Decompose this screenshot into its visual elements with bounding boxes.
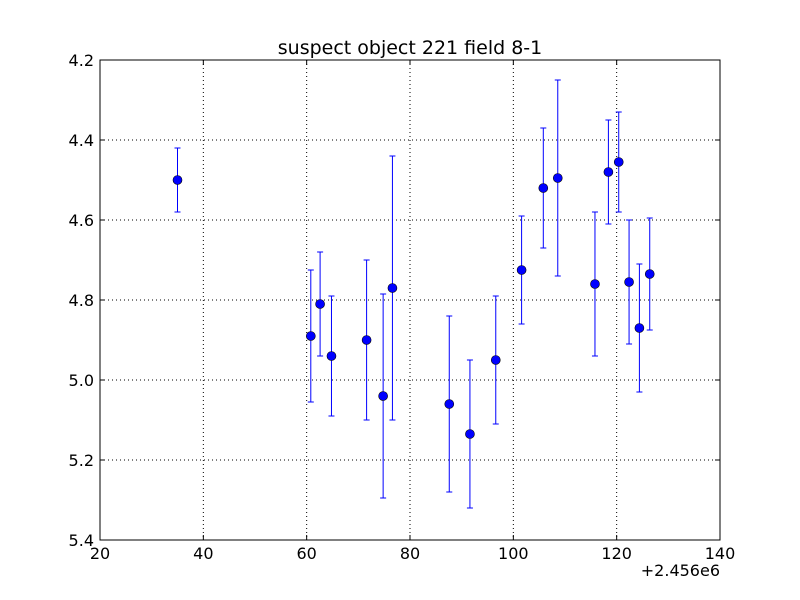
data-marks xyxy=(172,79,655,509)
x-tick-label: 20 xyxy=(90,544,110,563)
data-point xyxy=(516,265,527,275)
data-point xyxy=(305,331,316,341)
y-tick-label: 4.6 xyxy=(69,211,94,230)
x-tick-label: 140 xyxy=(705,544,736,563)
chart-title: suspect object 221 field 8-1 xyxy=(278,37,543,59)
x-axis-offset-label: +2.456e6 xyxy=(641,561,720,580)
y-tick-label: 4.4 xyxy=(69,131,94,150)
y-tick-label: 4.8 xyxy=(69,291,94,310)
y-tick-label: 4.2 xyxy=(69,51,94,70)
y-tick-label: 5.0 xyxy=(69,371,94,390)
grid xyxy=(100,60,720,540)
data-point xyxy=(634,323,645,333)
data-point xyxy=(644,269,655,279)
y-tick-label: 5.4 xyxy=(69,531,94,550)
data-point xyxy=(465,429,475,439)
x-tick-label: 80 xyxy=(400,544,420,563)
data-point xyxy=(378,391,388,401)
x-tick-label: 40 xyxy=(193,544,213,563)
data-point xyxy=(361,335,372,345)
data-point xyxy=(552,173,563,183)
data-point xyxy=(624,277,634,287)
x-tick-label: 100 xyxy=(498,544,529,563)
data-point xyxy=(613,157,624,167)
x-tick-label: 120 xyxy=(601,544,632,563)
data-point xyxy=(387,283,398,293)
data-point xyxy=(172,175,183,185)
data-point xyxy=(590,279,600,289)
data-point xyxy=(315,299,325,309)
data-point xyxy=(444,399,455,409)
data-point xyxy=(603,167,614,177)
x-tick-label: 60 xyxy=(296,544,316,563)
y-tick-label: 5.2 xyxy=(69,451,94,470)
data-point xyxy=(490,355,501,365)
data-point xyxy=(326,351,337,361)
data-point xyxy=(538,183,549,193)
axis-ticks: 20 40 60 80 100 120 140 4.2 4.4 4.6 4.8 5.0 5.2 5.4 xyxy=(69,51,736,563)
